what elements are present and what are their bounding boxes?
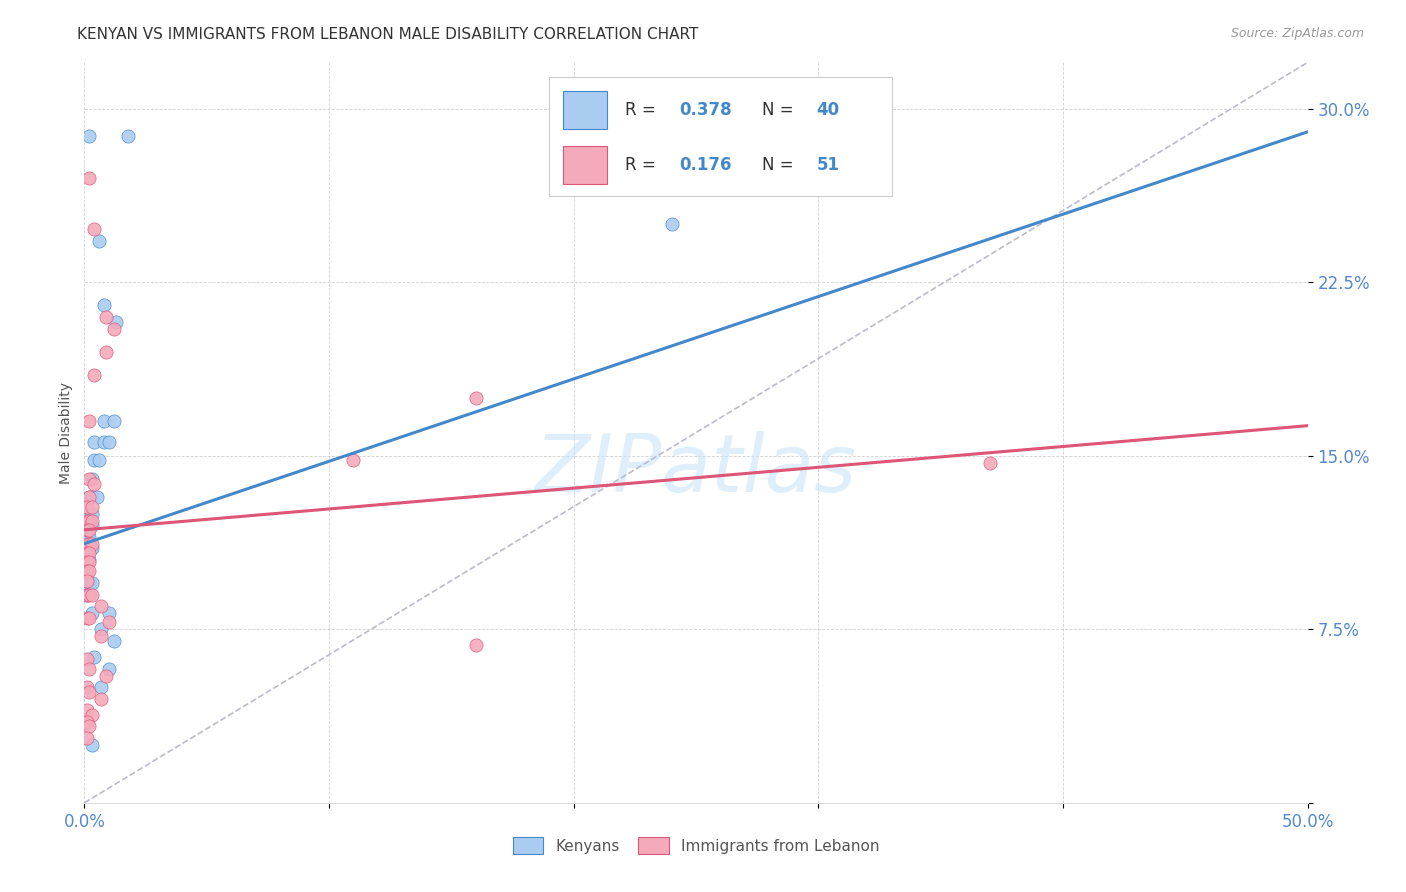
Point [93,434,115,449]
Text: ZIPatlas: ZIPatlas [534,431,858,508]
Point [90,680,112,694]
Point [80,500,103,514]
Point [90,691,112,706]
Point [83,434,105,449]
Point [80,472,103,486]
Point [80,518,103,533]
Point [77,576,100,591]
Point [76,536,98,550]
Point [80,606,103,620]
Point [90,599,112,614]
Point [77,507,100,521]
Point [87,234,110,248]
Point [87,453,110,467]
Point [77,662,100,676]
Point [117,129,139,144]
Point [103,321,125,335]
Point [77,536,100,550]
Point [76,518,98,533]
Point [77,588,100,602]
Point [83,368,105,382]
Point [80,541,103,556]
Point [464,639,486,653]
Point [83,222,105,236]
Text: Source: ZipAtlas.com: Source: ZipAtlas.com [1230,27,1364,40]
Point [80,507,103,521]
Point [83,476,105,491]
Point [77,514,100,528]
Point [76,541,98,556]
Point [77,530,100,544]
Point [93,414,115,428]
Point [80,536,103,550]
Point [77,523,100,537]
Point [76,523,98,537]
Point [76,703,98,717]
Point [86,491,108,505]
Point [77,555,100,569]
Point [76,500,98,514]
Point [80,576,103,591]
Point [76,530,98,544]
Point [76,555,98,569]
Point [77,491,100,505]
Point [464,391,486,405]
Point [76,546,98,560]
Point [76,588,98,602]
Point [77,472,100,486]
Point [97,615,120,630]
Point [77,685,100,699]
Point [76,652,98,666]
Point [77,719,100,733]
Point [342,453,364,467]
Point [80,707,103,722]
Point [80,491,103,505]
Point [97,606,120,620]
Text: KENYAN VS IMMIGRANTS FROM LEBANON MALE DISABILITY CORRELATION CHART: KENYAN VS IMMIGRANTS FROM LEBANON MALE D… [77,27,699,42]
Point [83,650,105,665]
Point [76,714,98,729]
Point [76,565,98,579]
Point [76,514,98,528]
Point [93,298,115,312]
Point [77,171,100,186]
Point [103,633,125,648]
Point [76,565,98,579]
Point [96,668,118,682]
Point [80,738,103,752]
Point [103,414,125,428]
Point [80,588,103,602]
Point [76,553,98,567]
Point [83,453,105,467]
Point [76,588,98,602]
Point [105,314,128,328]
Point [77,546,100,560]
Point [77,565,100,579]
Point [76,731,98,745]
Point [96,310,118,324]
Point [96,344,118,359]
Point [90,629,112,643]
Legend: Kenyans, Immigrants from Lebanon: Kenyans, Immigrants from Lebanon [513,837,879,855]
Point [77,414,100,428]
Point [77,610,100,624]
Point [661,218,683,232]
Point [77,491,100,505]
Y-axis label: Male Disability: Male Disability [59,382,73,483]
Point [77,129,100,144]
Point [76,680,98,694]
Point [76,610,98,624]
Point [77,553,100,567]
Point [97,434,120,449]
Point [97,662,120,676]
Point [90,622,112,636]
Point [77,518,100,533]
Point [76,574,98,588]
Point [80,514,103,528]
Point [979,456,1001,470]
